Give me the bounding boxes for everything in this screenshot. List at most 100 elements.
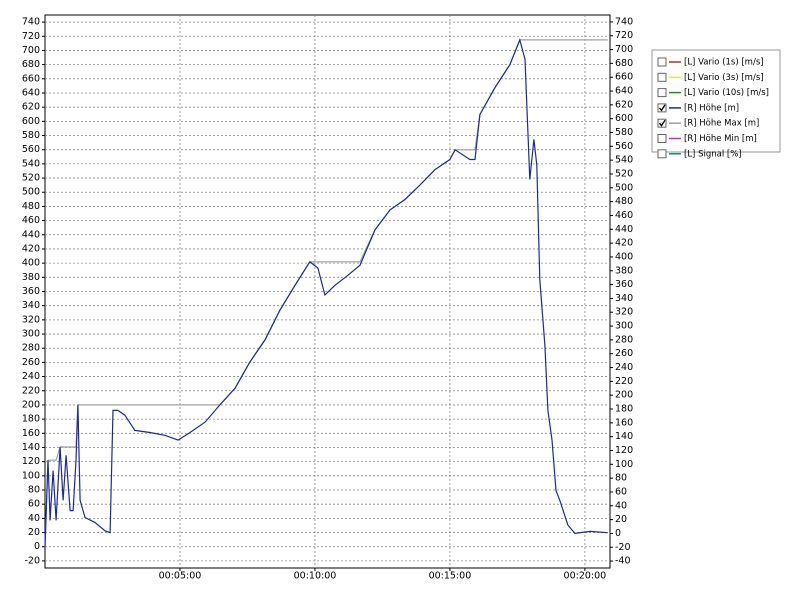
y-tick-label: 100 <box>22 470 40 481</box>
y2-tick-label: 380 <box>615 265 633 276</box>
y-tick-label: 40 <box>28 513 40 524</box>
y-tick-label: 460 <box>22 215 40 226</box>
x-tick-label: 00:05:00 <box>159 571 202 582</box>
x-tick-label: 00:10:00 <box>294 571 337 582</box>
y2-tick-label: 600 <box>615 113 633 124</box>
y2-tick-label: 400 <box>615 251 633 262</box>
y-tick-label: 200 <box>22 399 40 410</box>
y-tick-label: 400 <box>22 258 40 269</box>
legend-box <box>651 49 781 153</box>
x-tick-label: 00:20:00 <box>564 571 607 582</box>
legend-label: [L] Vario (10s) [m/s] <box>684 88 769 98</box>
y2-tick-label: 100 <box>615 459 633 470</box>
y2-tick-label: -40 <box>615 556 631 567</box>
y2-tick-label: 20 <box>615 514 627 525</box>
y2-tick-label: 80 <box>615 473 627 484</box>
y2-tick-label: 140 <box>615 431 633 442</box>
y-tick-label: 420 <box>22 243 40 254</box>
y-tick-label: 500 <box>22 187 40 198</box>
y-tick-label: 520 <box>22 173 40 184</box>
y2-tick-label: 440 <box>615 224 633 235</box>
y-tick-label: 180 <box>22 414 40 425</box>
legend-checkbox[interactable] <box>657 134 667 143</box>
legend-label: [L] Vario (3s) [m/s] <box>684 73 764 83</box>
x-tick-label: 00:15:00 <box>429 571 472 582</box>
y-tick-label: 640 <box>22 87 40 98</box>
y2-tick-label: 740 <box>615 16 633 27</box>
y2-tick-label: 340 <box>615 293 633 304</box>
y-tick-label: 240 <box>22 371 40 382</box>
y2-tick-label: 540 <box>615 155 633 166</box>
y2-tick-label: 300 <box>615 321 633 332</box>
y2-tick-label: 520 <box>615 168 633 179</box>
legend-label: [R] Höhe Min [m] <box>684 134 757 144</box>
y-tick-label: 440 <box>22 229 40 240</box>
y2-tick-label: 120 <box>615 445 633 456</box>
y-tick-label: 160 <box>22 428 40 439</box>
legend-checkbox[interactable] <box>657 149 667 159</box>
y2-tick-label: 360 <box>615 279 633 290</box>
y-tick-label: 560 <box>22 144 40 155</box>
y-tick-label: 220 <box>22 385 40 396</box>
y-tick-label: -20 <box>24 555 40 566</box>
y2-tick-label: 640 <box>615 86 633 97</box>
legend-check <box>658 104 666 112</box>
y-tick-label: 680 <box>22 59 40 70</box>
y-tick-label: 720 <box>22 31 40 42</box>
y-tick-label: 660 <box>22 73 40 84</box>
y-tick-label: 320 <box>22 314 40 325</box>
y2-tick-label: 60 <box>615 486 627 497</box>
y2-tick-label: 220 <box>615 376 633 387</box>
y2-tick-label: 420 <box>615 238 633 249</box>
y-tick-label: 20 <box>28 527 40 538</box>
legend-checkbox[interactable] <box>657 118 667 128</box>
y2-tick-label: 240 <box>615 362 633 373</box>
legend-label: [R] Höhe Max [m] <box>684 119 759 129</box>
y-tick-label: 480 <box>22 201 40 212</box>
legend-checkbox[interactable] <box>657 72 667 82</box>
y2-tick-label: 0 <box>615 528 621 539</box>
y2-tick-label: 580 <box>615 127 633 138</box>
y-tick-label: 620 <box>22 102 40 113</box>
y2-tick-label: 40 <box>615 500 627 511</box>
y-tick-label: 340 <box>22 300 40 311</box>
y2-tick-label: 720 <box>615 30 633 41</box>
y2-tick-label: 700 <box>615 44 633 55</box>
legend-checkbox[interactable] <box>657 88 667 98</box>
y2-tick-label: 480 <box>615 196 633 207</box>
series-line <box>44 38 608 548</box>
y-tick-label: 700 <box>22 45 40 56</box>
y-tick-label: 260 <box>22 357 40 368</box>
y2-tick-label: 200 <box>615 390 633 401</box>
legend-label: [L] Signal [%] <box>684 149 742 159</box>
y-tick-label: 140 <box>22 442 40 453</box>
legend-checkbox[interactable] <box>657 103 667 113</box>
y2-tick-label: 560 <box>615 141 633 152</box>
y-tick-label: 600 <box>22 116 40 127</box>
y-tick-label: 740 <box>22 17 40 28</box>
y2-tick-label: 160 <box>615 417 633 428</box>
y2-tick-label: 680 <box>615 58 633 69</box>
y-tick-label: 60 <box>28 499 40 510</box>
y2-tick-label: 660 <box>615 72 633 83</box>
y2-tick-label: 180 <box>615 404 633 415</box>
y2-tick-label: -20 <box>615 542 631 553</box>
legend-checkbox[interactable] <box>657 57 667 67</box>
legend-label: [L] Vario (1s) [m/s] <box>684 58 764 68</box>
y2-tick-label: 500 <box>615 182 633 193</box>
y-tick-label: 120 <box>22 456 40 467</box>
legend-label: [R] Höhe [m] <box>684 103 739 113</box>
y-tick-label: 80 <box>28 485 40 496</box>
y2-tick-label: 280 <box>615 334 633 345</box>
y-tick-label: 0 <box>34 541 40 552</box>
y-tick-label: 540 <box>22 158 40 169</box>
y2-tick-label: 620 <box>615 99 633 110</box>
y-tick-label: 580 <box>22 130 40 141</box>
y2-tick-label: 460 <box>615 210 633 221</box>
y2-tick-label: 260 <box>615 348 633 359</box>
y-tick-label: 300 <box>22 329 40 340</box>
y-tick-label: 360 <box>22 286 40 297</box>
y-tick-label: 380 <box>22 272 40 283</box>
legend-check <box>658 119 666 127</box>
